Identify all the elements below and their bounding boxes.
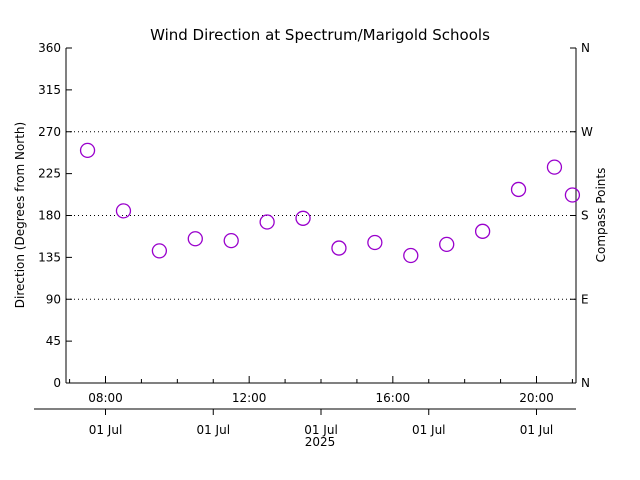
y2-tick-label: W [581,125,593,139]
y-tick-label: 90 [46,292,61,306]
date-tick-label: 01 Jul [520,423,554,437]
data-point [187,231,203,247]
y-tick-label: 135 [38,250,61,264]
data-point [439,236,455,252]
data-point [151,243,168,259]
data-point [367,234,383,251]
y-tick-label: 0 [53,376,61,390]
date-tick-label: 01 Jul [89,423,123,437]
data-point [510,181,527,198]
ticks: 0 45 90 135 180 225 270 315 360 N E S W N 08:00 12:00 16… [38,41,593,437]
data-point [546,159,563,175]
date-tick-label: 01 Jul [412,423,446,437]
axes [34,48,577,410]
y2-tick-label: N [581,376,590,390]
data-point [115,203,132,219]
y2-tick-label: N [581,41,590,55]
date-tick-label: 01 Jul [196,423,230,437]
data-point [79,142,96,159]
data-point [259,214,275,230]
x-axis-year-label: 2025 [305,435,336,449]
date-tick-label: 01 Jul [304,423,338,437]
y-tick-label: 45 [46,334,61,348]
x-tick-label: 16:00 [376,391,411,405]
y-tick-label: 225 [38,167,61,181]
data-point [295,210,311,226]
y-tick-label: 360 [38,41,61,55]
y2-tick-label: S [581,209,589,223]
y-tick-label: 270 [38,125,61,139]
data-point [223,232,239,249]
data-point [474,223,491,239]
y2-tick-label: E [581,292,589,306]
grid-lines [66,131,576,300]
x-tick-label: 20:00 [519,391,554,405]
x-tick-label: 12:00 [232,391,267,405]
y-axis-label: Direction (Degrees from North) [13,122,27,308]
data-points [79,142,581,264]
data-point [564,187,581,203]
y-tick-label: 180 [38,209,61,223]
x-tick-label: 08:00 [88,391,123,405]
data-point [403,247,419,264]
data-point [331,240,347,256]
chart-title: Wind Direction at Spectrum/Marigold Scho… [150,26,490,44]
y-tick-label: 315 [38,83,61,97]
y2-axis-label: Compass Points [594,168,608,263]
